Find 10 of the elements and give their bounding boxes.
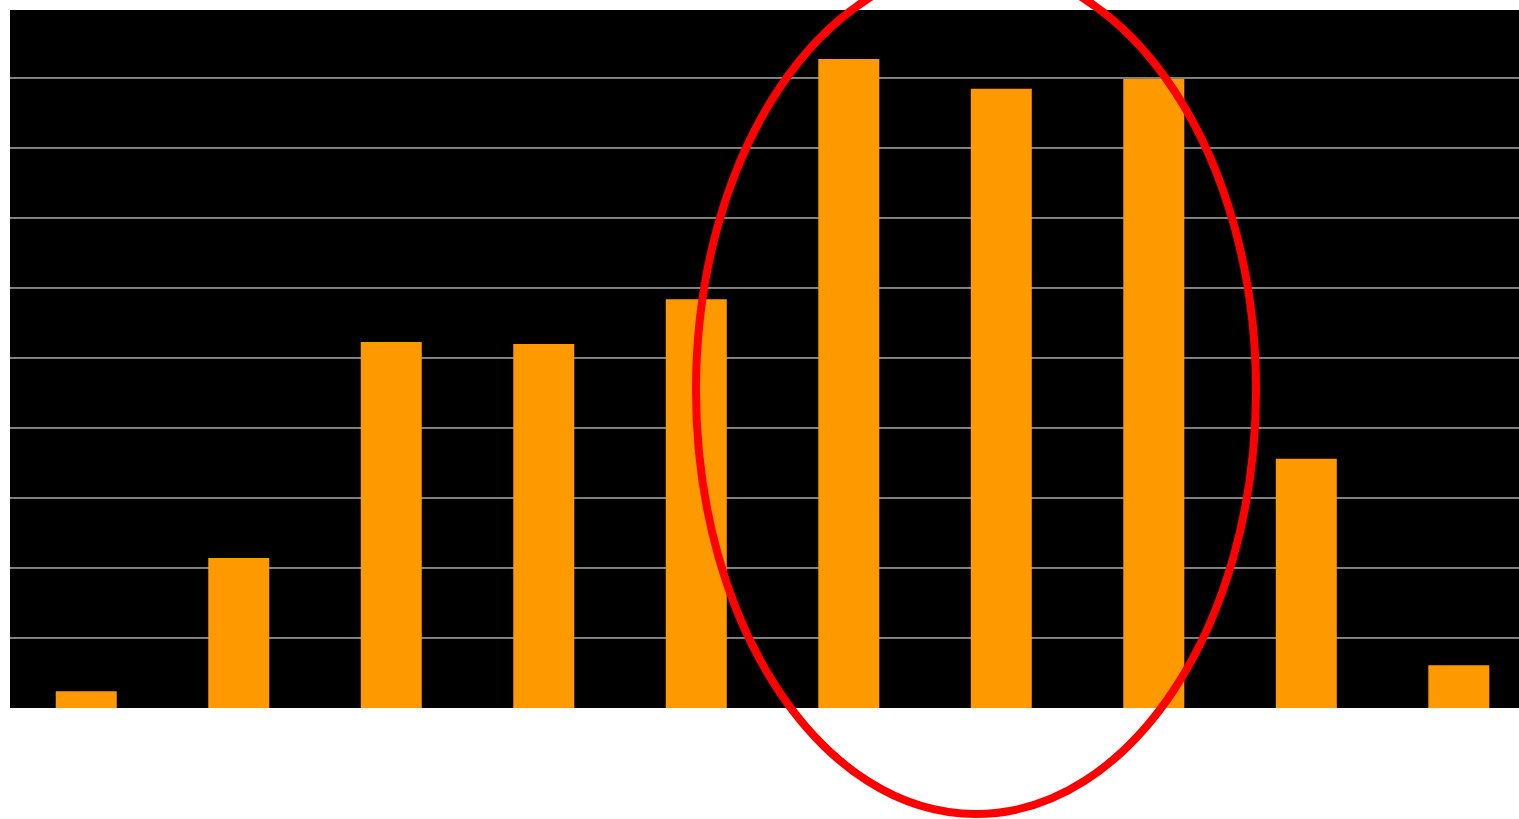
bar (513, 343, 575, 708)
bar (970, 88, 1032, 708)
bar (360, 341, 422, 708)
bar (665, 299, 727, 708)
bar (1428, 665, 1490, 708)
bar (1275, 458, 1337, 708)
bar (208, 558, 270, 708)
bar (818, 58, 880, 708)
bar (55, 691, 117, 708)
bar (1123, 79, 1185, 708)
